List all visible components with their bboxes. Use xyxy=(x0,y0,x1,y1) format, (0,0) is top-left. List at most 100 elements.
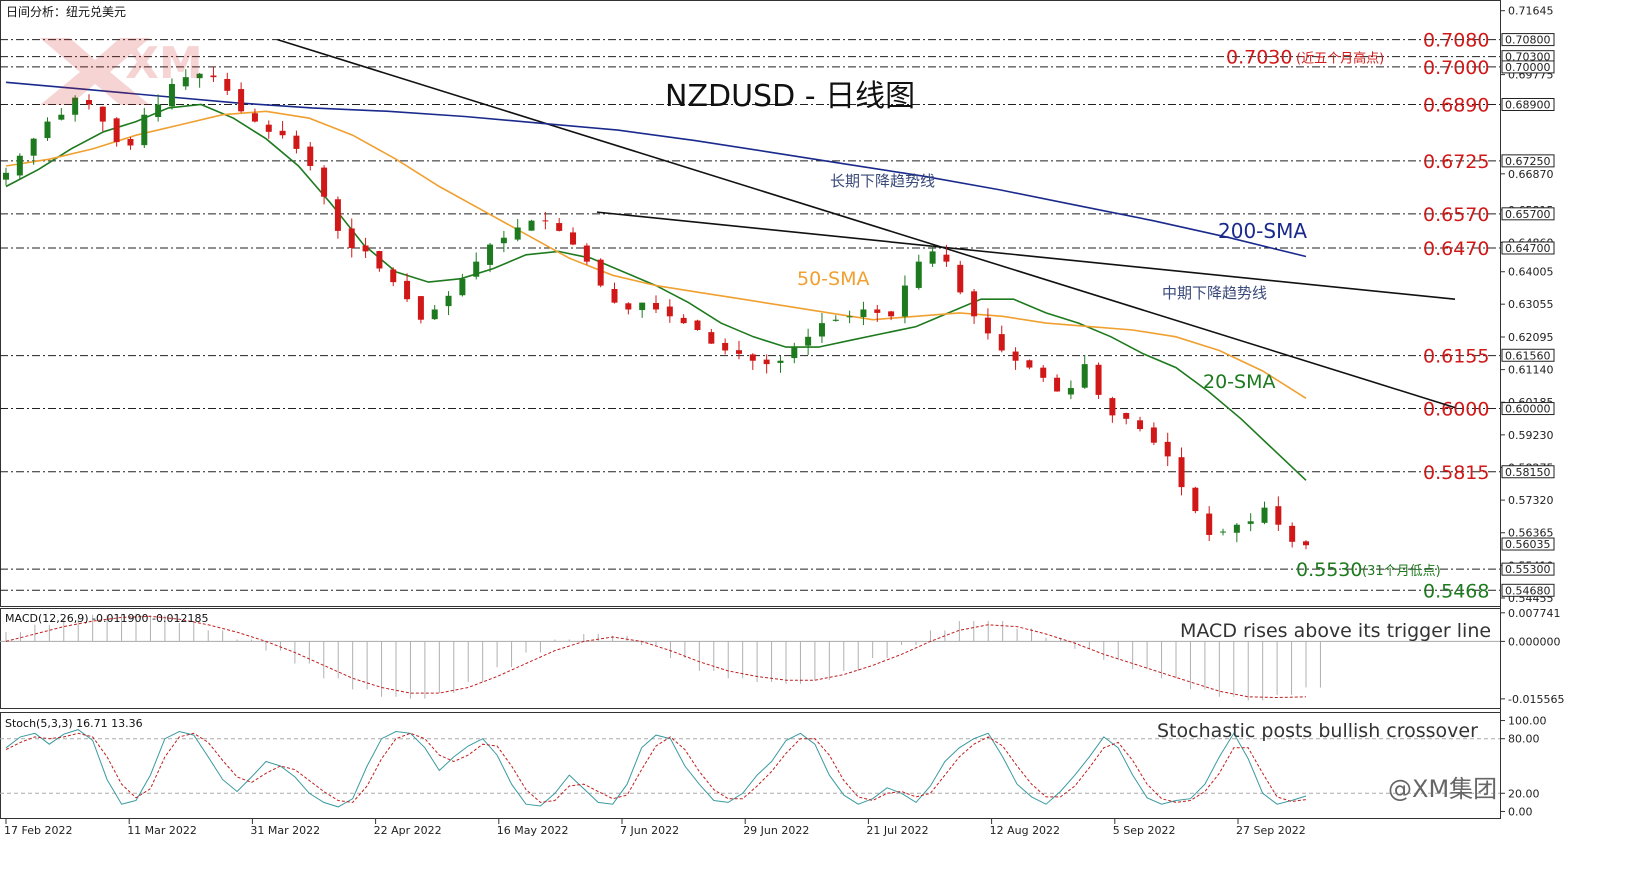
candle-body xyxy=(99,106,106,122)
moving-averages xyxy=(5,81,1307,481)
candle-body xyxy=(1054,377,1061,392)
stoch-series: 100.00 80.00 20.00 0.00 xyxy=(0,715,1547,818)
candle-body xyxy=(915,261,922,288)
candle-body xyxy=(1109,398,1116,416)
candle-body xyxy=(846,316,853,318)
price-tag-label: 0.54680 xyxy=(1505,584,1551,597)
trendlines xyxy=(277,38,1456,409)
candle-body xyxy=(1012,351,1019,361)
candle-body xyxy=(459,278,466,296)
candle-body xyxy=(1067,388,1074,395)
candle-body xyxy=(971,291,978,317)
y-tick-label: 0.64005 xyxy=(1508,266,1554,279)
level-value: 0.6725 xyxy=(1423,151,1489,173)
candle-body xyxy=(58,114,65,120)
candle-body xyxy=(16,155,23,176)
x-tick-label: 11 Mar 2022 xyxy=(127,824,197,837)
candle-body xyxy=(334,199,341,231)
candle-body xyxy=(1137,420,1144,430)
candle-body xyxy=(791,347,798,359)
candle-body xyxy=(1289,525,1296,542)
candle-body xyxy=(888,311,895,317)
price-tag-box xyxy=(1501,537,1555,551)
candle-body xyxy=(238,89,245,112)
price-tag-box xyxy=(1501,465,1555,479)
candle-body xyxy=(625,303,632,310)
trendline-mid xyxy=(596,211,1456,301)
level-note: (31个月低点) xyxy=(1362,564,1441,579)
macd-y-tick-label: 0.000000 xyxy=(1508,635,1561,648)
price-tag-box xyxy=(1501,97,1555,111)
candle-body xyxy=(763,359,770,365)
candle-body xyxy=(1247,521,1254,524)
y-tick-label: 0.56365 xyxy=(1508,527,1554,540)
candle-body xyxy=(1233,524,1240,533)
x-tick-label: 16 May 2022 xyxy=(497,824,569,837)
candle-body xyxy=(1095,364,1102,395)
price-tag-label: 0.58150 xyxy=(1505,466,1551,479)
y-tick-label: 0.66870 xyxy=(1508,168,1554,181)
candle-body xyxy=(168,83,175,107)
watermark-text: XM xyxy=(125,38,203,89)
price-tag-box xyxy=(1501,60,1555,74)
candle-body xyxy=(514,227,521,240)
stoch-label: Stoch(5,3,3) 16.71 13.36 xyxy=(5,717,143,730)
price-tag-box xyxy=(1501,154,1555,168)
level-value: 0.5815 xyxy=(1423,462,1489,484)
candle-body xyxy=(1150,427,1157,443)
y-tick-label: 0.61140 xyxy=(1508,364,1554,377)
level-value: 0.5468 xyxy=(1423,580,1489,602)
candle-body xyxy=(182,77,189,87)
level-value: 0.6890 xyxy=(1423,94,1489,116)
candle-body xyxy=(72,97,79,115)
macd-signal-line xyxy=(5,615,1307,699)
stoch-y-tick-label: 100.00 xyxy=(1508,715,1547,728)
ma-line-200-sma xyxy=(5,81,1307,258)
candle-body xyxy=(818,323,825,337)
price-tag-box xyxy=(1501,402,1555,416)
sma200-label: 200-SMA xyxy=(1218,219,1307,243)
footer-brand: @XM集团 xyxy=(1388,775,1497,803)
stoch-k-line xyxy=(5,729,1307,808)
y-tick-label: 0.62095 xyxy=(1508,331,1554,344)
level-value: 0.7000 xyxy=(1423,57,1489,79)
y-tick-label: 0.57320 xyxy=(1508,494,1554,507)
x-tick-label: 21 Jul 2022 xyxy=(866,824,928,837)
candle-body xyxy=(805,336,812,346)
candle-body xyxy=(832,319,839,321)
candle-body xyxy=(127,138,134,146)
ma-line-50-sma xyxy=(5,110,1307,399)
price-tag-label: 0.68900 xyxy=(1505,98,1551,111)
candle-body xyxy=(556,223,563,231)
stoch-annotation: Stochastic posts bullish crossover xyxy=(1157,720,1478,742)
stoch-d-line xyxy=(5,732,1307,803)
candle-body xyxy=(542,220,549,222)
candle-body xyxy=(984,317,991,334)
x-tick-label: 27 Sep 2022 xyxy=(1236,824,1306,837)
candle-body xyxy=(597,259,604,286)
price-tag-box xyxy=(1501,207,1555,221)
candle-body xyxy=(473,261,480,277)
date-x-axis: 17 Feb 2022 11 Mar 2022 31 Mar 2022 22 Apr … xyxy=(4,819,1306,837)
support-resistance-levels: 0.7080 0.7030 (近五个月高点) 0.7000 0.6890 0.6725 0.… xyxy=(0,30,1500,602)
price-tag-label: 0.67250 xyxy=(1505,155,1551,168)
candle-body xyxy=(1164,441,1171,457)
price-tag-label: 0.60000 xyxy=(1505,403,1551,416)
candle-body xyxy=(611,288,618,303)
candle-body xyxy=(680,317,687,324)
level-value: 0.6155 xyxy=(1423,346,1489,368)
candle-body xyxy=(874,309,881,313)
candle-body xyxy=(307,146,314,166)
level-value: 0.5530 xyxy=(1296,559,1362,581)
candle-body xyxy=(44,121,51,139)
candle-body xyxy=(321,167,328,197)
candle-body xyxy=(583,245,590,262)
candle-body xyxy=(417,296,424,320)
candle-body xyxy=(1275,506,1282,525)
stoch-y-tick-label: 0.00 xyxy=(1508,805,1533,818)
candle-body xyxy=(1123,412,1130,419)
candle-body xyxy=(224,78,231,91)
x-tick-label: 7 Jun 2022 xyxy=(620,824,679,837)
macd-y-tick-label: 0.007741 xyxy=(1508,607,1561,620)
